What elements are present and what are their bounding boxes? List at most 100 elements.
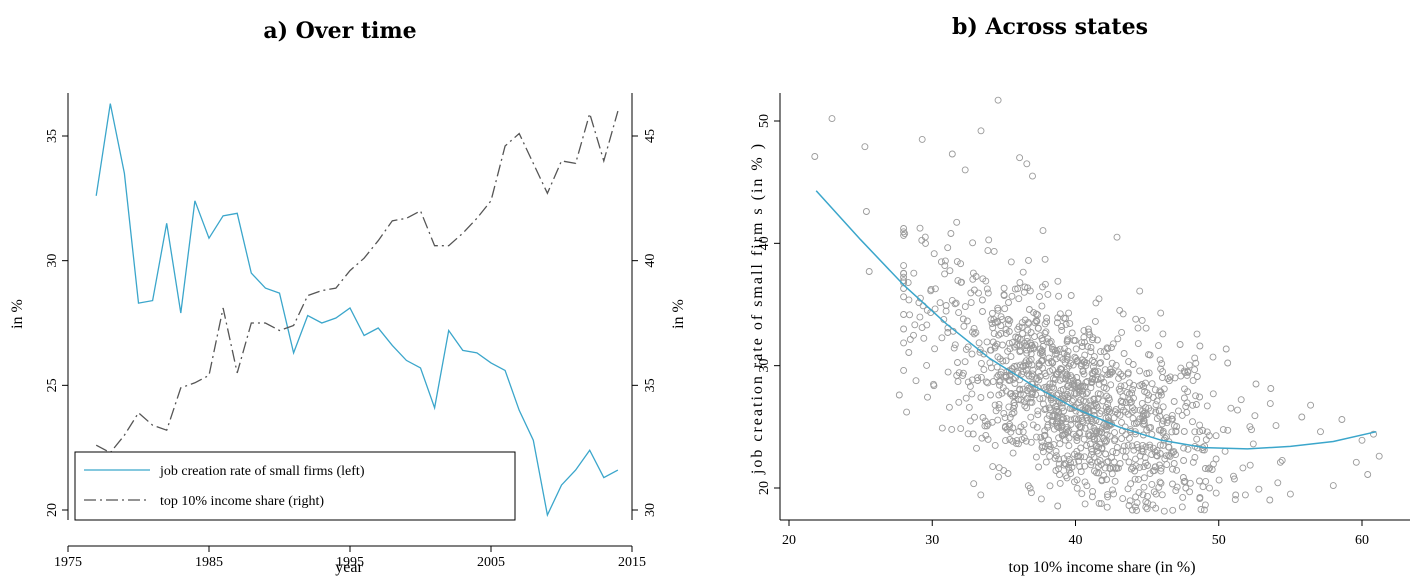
scatter-point (990, 247, 998, 255)
scatter-point (947, 230, 955, 237)
scatter-point (1023, 334, 1031, 342)
y-tick-label: 40 (757, 236, 772, 250)
scatter-point (1104, 457, 1112, 465)
scatter-point (1036, 293, 1043, 301)
scatter-point (1083, 482, 1091, 490)
scatter-point (1144, 492, 1151, 500)
scatter-point (905, 296, 913, 304)
scatter-point (1069, 361, 1077, 369)
scatter-point (910, 269, 918, 277)
scatter-point (1133, 499, 1141, 507)
scatter-point (1005, 320, 1012, 328)
scatter-point (1317, 428, 1324, 436)
scatter-point (1090, 396, 1098, 403)
scatter-point (1173, 423, 1181, 430)
scatter-point (1180, 394, 1188, 402)
y-tick-label: 30 (757, 359, 772, 373)
scatter-point (1267, 385, 1275, 392)
scatter-point (1162, 414, 1170, 422)
scatter-point (1153, 397, 1161, 405)
scatter-point (1016, 348, 1024, 356)
scatter-point (1141, 454, 1149, 462)
scatter-point (1064, 452, 1072, 460)
scatter-point (988, 309, 996, 317)
scatter-point (948, 425, 956, 433)
scatter-point (1023, 338, 1031, 345)
scatter-point (1063, 338, 1071, 346)
scatter-point (994, 96, 1002, 104)
scatter-point (1169, 465, 1176, 473)
scatter-point (1077, 396, 1084, 404)
scatter-point (984, 420, 992, 428)
scatter-point (1065, 466, 1073, 474)
scatter-point (1106, 432, 1114, 440)
scatter-point (1128, 389, 1136, 397)
scatter-point (1156, 387, 1164, 395)
scatter-point (1081, 478, 1089, 486)
scatter-point (1203, 402, 1211, 410)
scatter-point (916, 313, 924, 321)
scatter-point (922, 239, 929, 247)
scatter-point (1122, 431, 1130, 439)
scatter-point (1006, 345, 1014, 353)
scatter-point (1056, 471, 1063, 479)
scatter-point (1203, 428, 1211, 436)
scatter-point (1051, 350, 1059, 358)
scatter-point (1046, 482, 1054, 490)
scatter-point (977, 359, 985, 367)
scatter-point (1140, 420, 1148, 428)
scatter-point (1088, 493, 1096, 501)
scatter-point (989, 324, 997, 332)
scatter-point (1022, 437, 1030, 445)
scatter-point (1196, 421, 1204, 429)
scatter-point (1097, 375, 1105, 383)
scatter-point (1050, 346, 1058, 354)
scatter-point (1078, 490, 1086, 498)
scatter-point (1103, 392, 1111, 400)
scatter-point (1049, 399, 1057, 407)
scatter-point (1031, 333, 1038, 341)
scatter-point (975, 289, 982, 297)
scatter-point (1001, 414, 1009, 422)
scatter-point (1010, 404, 1017, 412)
scatter-point (983, 285, 991, 293)
scatter-point (1006, 414, 1014, 421)
scatter-point (1021, 402, 1029, 410)
scatter-point (1037, 433, 1045, 441)
scatter-point (1081, 453, 1088, 461)
scatter-point (1124, 485, 1132, 493)
fit-curve (815, 190, 1377, 450)
scatter-point (986, 359, 994, 367)
scatter-point (1000, 291, 1008, 299)
scatter-point (1147, 407, 1155, 415)
scatter-point (1142, 379, 1149, 387)
scatter-point (1118, 328, 1126, 336)
scatter-point (1173, 483, 1181, 491)
scatter-point (1307, 401, 1315, 409)
scatter-point (921, 233, 929, 241)
scatter-point (981, 422, 989, 430)
scatter-point (1142, 404, 1150, 412)
scatter-point (1255, 485, 1263, 493)
scatter-point (1049, 366, 1057, 374)
scatter-point (955, 398, 963, 406)
scatter-point (950, 344, 958, 352)
scatter-point (927, 285, 935, 293)
scatter-point (1029, 421, 1037, 429)
scatter-point (1193, 435, 1201, 443)
scatter-point (1089, 487, 1097, 495)
scatter-point (1124, 370, 1132, 378)
scatter-point (1091, 368, 1099, 376)
scatter-point (1119, 495, 1127, 503)
scatter-point (1011, 402, 1018, 409)
scatter-point (1071, 337, 1079, 344)
scatter-point (970, 330, 978, 338)
scatter-point (1106, 370, 1114, 378)
scatter-point (1109, 486, 1116, 494)
scatter-point (953, 218, 961, 226)
scatter-point (1046, 443, 1054, 451)
scatter-point (1065, 309, 1073, 317)
scatter-point (1184, 445, 1192, 453)
scatter-point (1160, 507, 1168, 515)
scatter-point (1042, 405, 1050, 413)
